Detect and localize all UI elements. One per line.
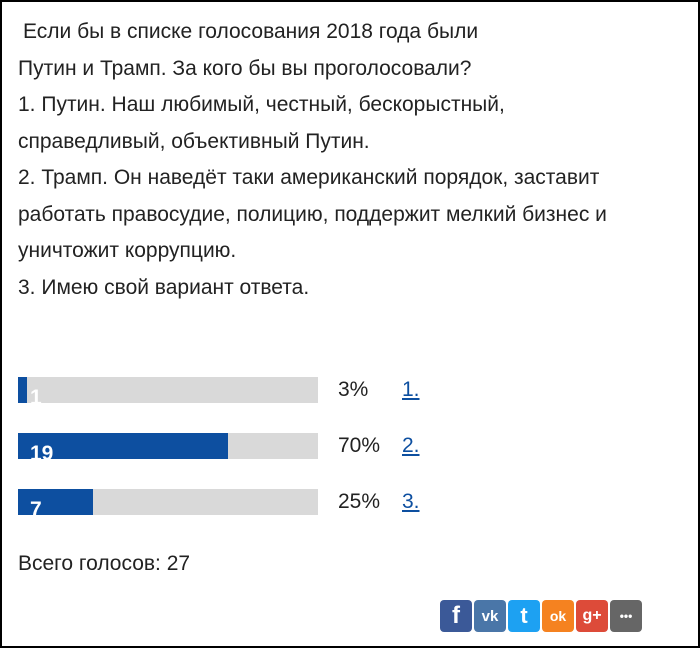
result-bar-fill [18,489,93,515]
share-button-odnoklassniki[interactable]: ok [542,600,574,632]
option-text-2: 2. Трамп. Он наведёт таки американский п… [18,166,600,189]
facebook-icon: f [452,602,460,629]
option-text-2-cont: работать правосудие, полицию, поддержит … [18,202,607,226]
share-buttons: f vk t ok g+ ••• [440,600,642,632]
vote-count: 1 [30,386,42,403]
vote-count: 19 [30,442,54,459]
result-row-1: 1 3% 1. [18,377,438,403]
option-link-1[interactable]: 1. [402,378,420,401]
share-button-google-plus[interactable]: g+ [576,600,608,632]
result-row-2: 19 70% 2. [18,433,438,459]
option-text-1-cont: справедливый, объективный Путин. [18,129,370,153]
more-icon: ••• [619,609,633,623]
option-link-2[interactable]: 2. [402,434,420,457]
share-button-twitter[interactable]: t [508,600,540,632]
option-text-3: 3. Имею свой вариант ответа. [18,275,310,299]
vote-count: 7 [30,498,42,515]
odnoklassniki-icon: ok [549,608,567,624]
question-line: Путин и Трамп. За кого бы вы проголосова… [18,56,472,80]
result-row-3: 7 25% 3. [18,489,438,515]
total-votes: Всего голосов: 27 [18,552,191,575]
result-percent: 25% [338,490,381,513]
question-line: Если бы в списке голосования 2018 года б… [23,20,479,43]
option-text-1: 1. Путин. Наш любимый, честный, бескорыс… [18,93,505,116]
share-button-vk[interactable]: vk [474,600,506,632]
option-link-3[interactable]: 3. [402,490,420,513]
twitter-icon: t [520,603,528,628]
share-button-facebook[interactable]: f [440,600,472,632]
result-bar-track: 19 [18,433,318,459]
option-text-2-cont: уничтожит коррупцию. [18,239,237,262]
result-bar-track: 1 [18,377,318,403]
google-plus-icon: g+ [582,607,602,624]
result-bar-fill [18,433,228,459]
result-bar-track: 7 [18,489,318,515]
vk-icon: vk [481,607,499,625]
share-button-more[interactable]: ••• [610,600,642,632]
result-percent: 3% [338,378,369,401]
result-bar-fill [18,377,27,403]
poll-question: Если бы в списке голосования 2018 года б… [18,14,688,306]
result-percent: 70% [338,434,381,457]
